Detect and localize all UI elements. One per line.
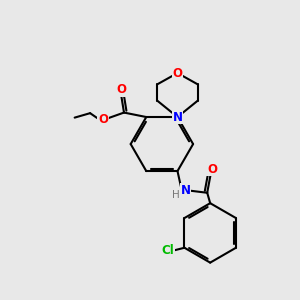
Text: O: O: [172, 67, 182, 80]
Text: O: O: [98, 113, 108, 126]
Text: Cl: Cl: [161, 244, 174, 257]
Text: H: H: [172, 190, 179, 200]
Text: O: O: [116, 83, 126, 96]
Text: O: O: [207, 163, 217, 176]
Text: N: N: [181, 184, 190, 197]
Text: N: N: [172, 110, 182, 124]
